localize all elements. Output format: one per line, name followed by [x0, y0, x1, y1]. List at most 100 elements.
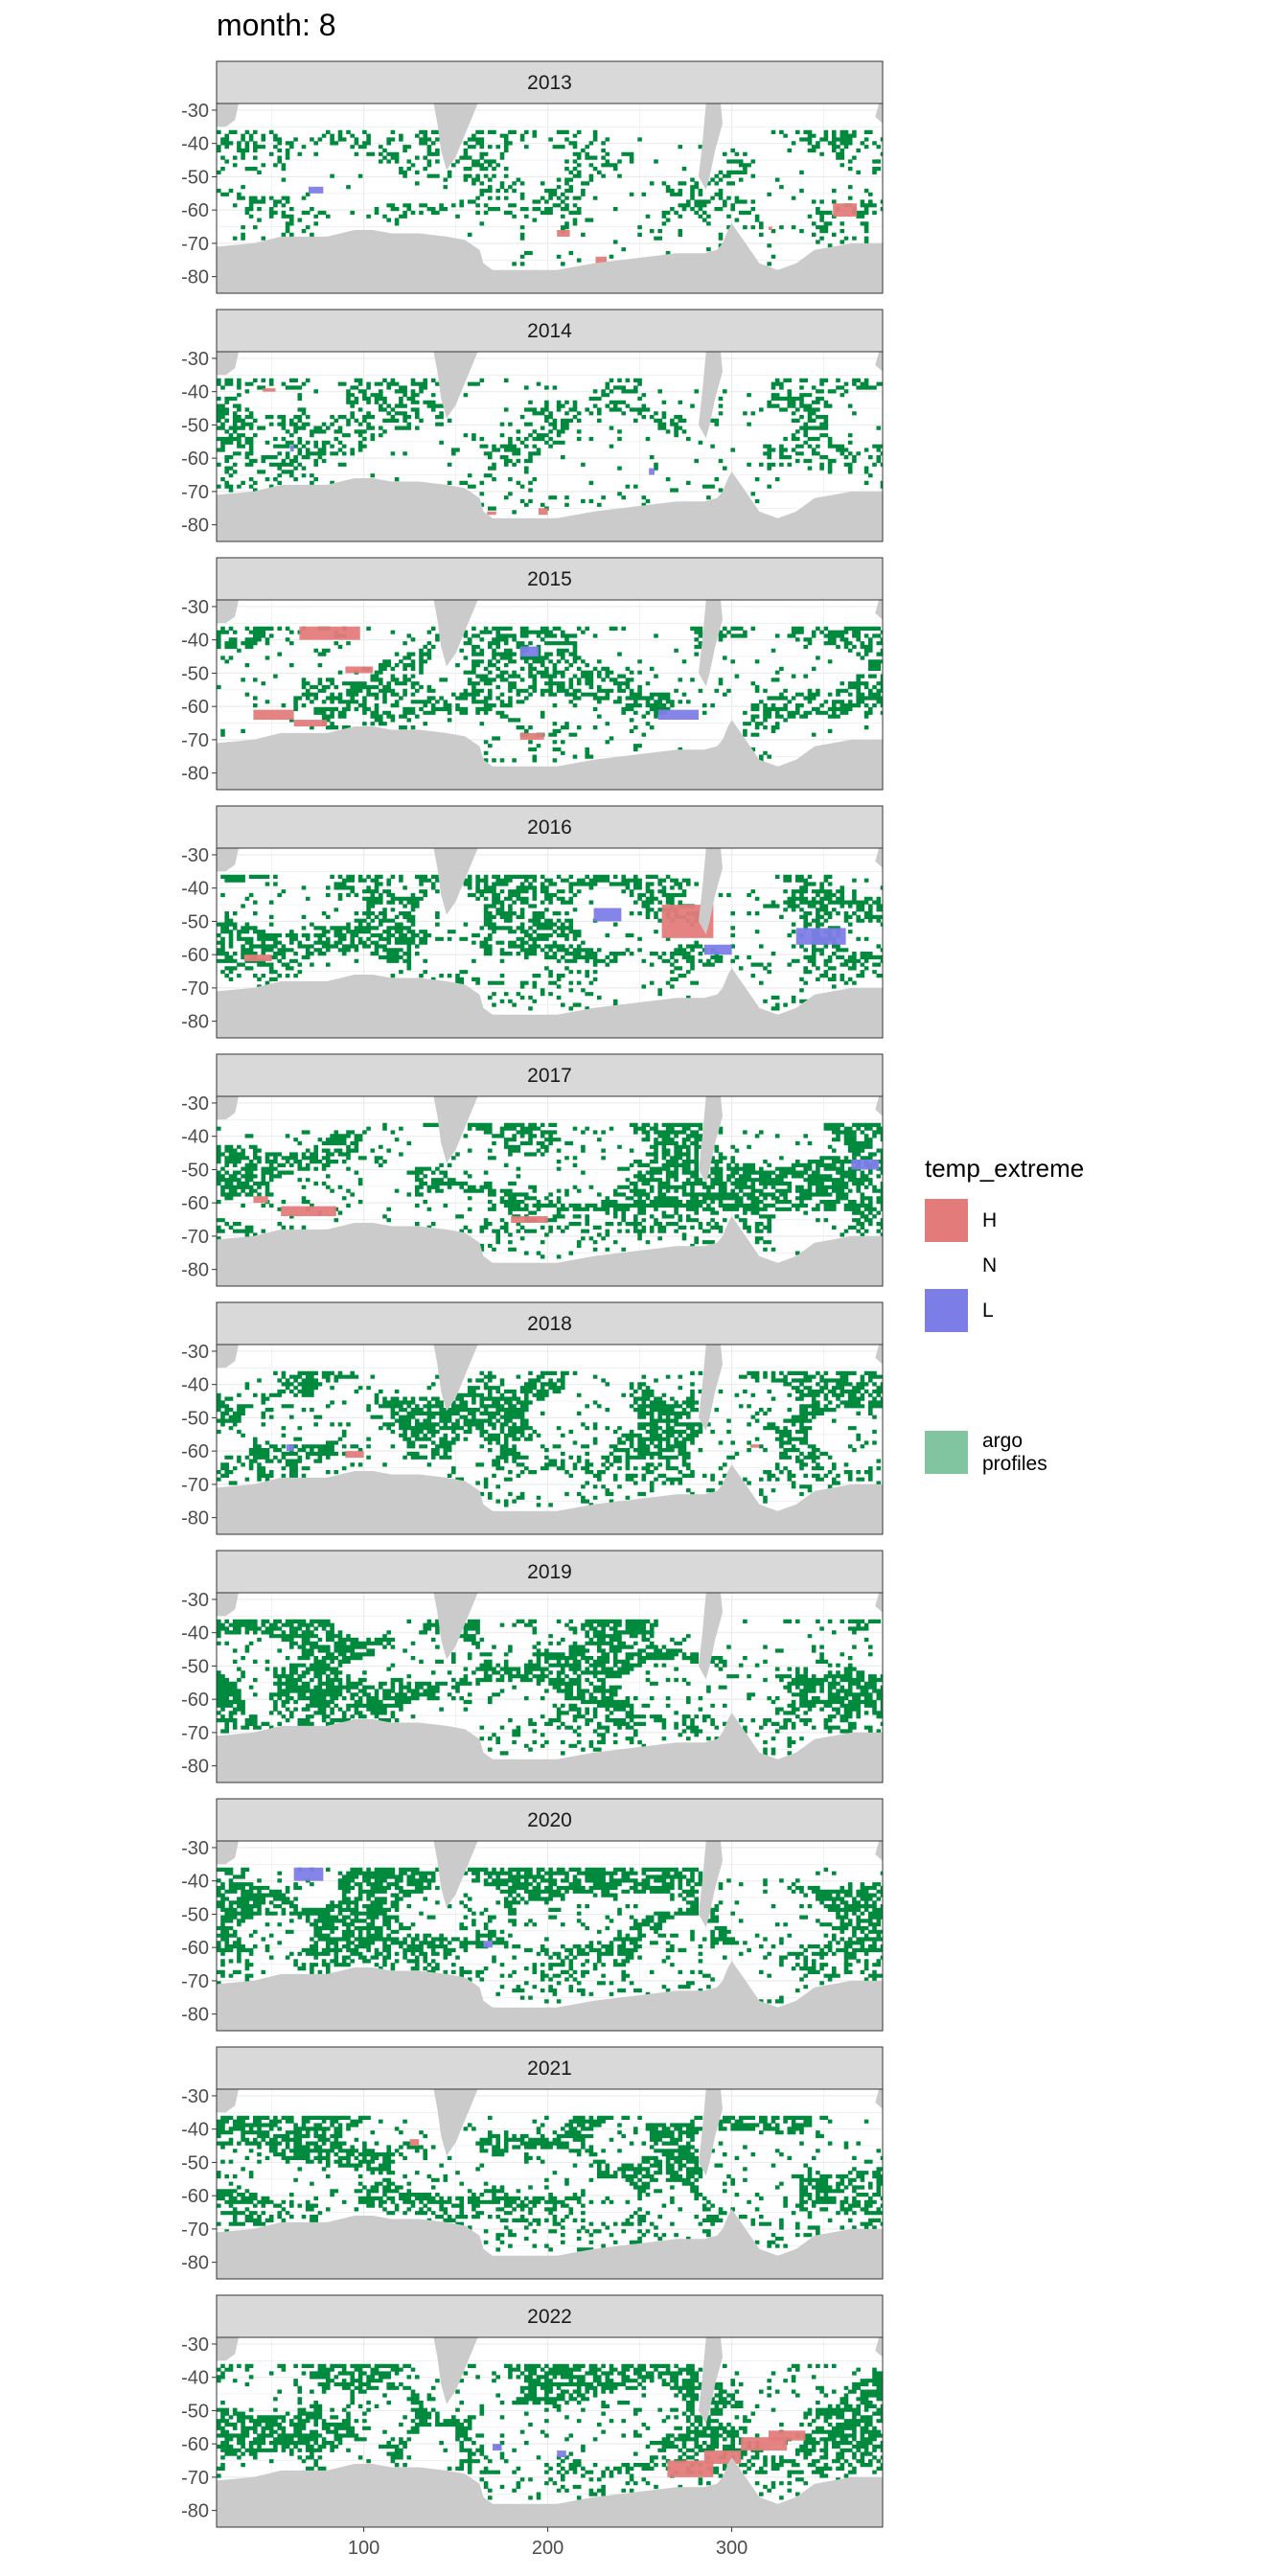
extreme-low-patch: [289, 445, 294, 452]
facet-2020: 2020 -30 -40 -50 -60 -70 -80: [181, 1798, 884, 2032]
panel-content: [217, 104, 883, 293]
land-antarctica: [217, 720, 883, 790]
panel-border: [216, 103, 884, 294]
land-new-zealand: [433, 352, 478, 419]
facet-strip: [216, 1798, 884, 1842]
y-tick-label: -80: [181, 764, 209, 785]
facet-2021: 2021 -30 -40 -50 -60 -70 -80: [181, 2046, 884, 2280]
facet-2016: 2016 -30 -40 -50 -60 -70 -80: [181, 805, 884, 1039]
y-tick-label: -60: [181, 200, 209, 221]
extreme-high-patch: [557, 230, 570, 237]
land-africa: [217, 848, 239, 872]
y-tick-label: -50: [181, 663, 209, 684]
page-title: month: 8: [217, 8, 336, 42]
facet-strip-label: 2013: [527, 72, 572, 94]
x-tick-label: 100: [348, 2538, 380, 2559]
y-tick-label: -80: [181, 516, 209, 537]
y-tick-label: -60: [181, 448, 209, 470]
y-tick-label: -60: [181, 1690, 209, 1711]
facet-strip: [216, 309, 884, 353]
land-antarctica: [217, 2457, 883, 2527]
y-tick-label: -60: [181, 2186, 209, 2207]
y-tick-label: -30: [181, 1342, 209, 1363]
extreme-high-patch: [253, 1196, 268, 1204]
argo-profile-cells: [217, 2363, 883, 2500]
extreme-high-patch: [519, 732, 544, 740]
land-south-america: [699, 1096, 723, 1184]
y-tick-label: -60: [181, 2434, 209, 2455]
facet-2022: 2022 -30 -40 -50 -60 -70 -80 100 200 300: [181, 2294, 884, 2559]
y-tick-label: -70: [181, 2468, 209, 2489]
extreme-high-patch: [299, 626, 360, 640]
land-south-america: [699, 2089, 723, 2176]
land-new-zealand: [433, 2089, 478, 2156]
land-africa: [217, 1096, 239, 1120]
facet-strip-label: 2016: [527, 816, 572, 839]
y-tick-label: -70: [181, 2220, 209, 2241]
extreme-low-patch: [795, 928, 846, 945]
y-tick-label: -40: [181, 631, 209, 652]
panel-border: [216, 599, 884, 791]
land-new-zealand: [433, 1593, 478, 1660]
y-tick-label: -80: [181, 2253, 209, 2274]
land-south-america: [699, 848, 723, 935]
land-australia: [875, 1096, 883, 1116]
facet-2013: 2013 -30 -40 -50 -60 -70 -80: [181, 60, 884, 294]
y-tick-label: -30: [181, 2334, 209, 2356]
panel-content: [217, 2089, 883, 2279]
land-australia: [875, 600, 883, 620]
extreme-low-patch: [483, 1941, 493, 1948]
facet-strip-label: 2020: [527, 1809, 572, 1831]
y-tick-label: -80: [181, 2005, 209, 2026]
facet-strip-label: 2021: [527, 2058, 572, 2080]
extreme-high-patch: [833, 203, 858, 218]
legend-label-argo: argo: [982, 1430, 1024, 1452]
y-tick-label: -80: [181, 1508, 209, 1530]
land-new-zealand: [433, 104, 478, 171]
extreme-low-patch: [519, 646, 539, 657]
x-tick-label: 200: [532, 2538, 564, 2559]
land-antarctica: [217, 1713, 883, 1782]
argo-profile-cells: [217, 874, 883, 1011]
land-antarctica: [217, 2209, 883, 2279]
extreme-high-patch: [749, 1444, 760, 1448]
land-south-america: [699, 1593, 723, 1680]
legend-label-profiles: profiles: [982, 1453, 1047, 1475]
land-south-america: [699, 104, 723, 191]
y-tick-label: -60: [181, 945, 209, 966]
panel-border: [216, 1592, 884, 1783]
land-australia: [875, 2089, 883, 2109]
y-tick-label: -40: [181, 134, 209, 155]
land-antarctica: [217, 968, 883, 1038]
panel-content: [217, 1345, 883, 1534]
y-tick-label: -50: [181, 1656, 209, 1677]
argo-profile-cells: [217, 2115, 883, 2252]
land-australia: [875, 352, 883, 372]
y-tick-label: -40: [181, 2120, 209, 2141]
land-antarctica: [217, 1961, 883, 2031]
land-australia: [875, 1593, 883, 1613]
y-tick-label: -40: [181, 382, 209, 403]
facet-strip: [216, 2046, 884, 2090]
extreme-high-patch: [293, 720, 328, 726]
panel-content: [217, 600, 883, 790]
extreme-low-patch: [703, 944, 732, 955]
extreme-high-patch: [768, 2430, 806, 2441]
land-antarctica: [217, 472, 883, 541]
extreme-high-patch: [538, 508, 548, 516]
argo-profile-cells: [217, 1122, 883, 1259]
land-australia: [875, 848, 883, 868]
y-tick-label: -40: [181, 1623, 209, 1644]
y-tick-label: -70: [181, 1475, 209, 1496]
panel-content: [217, 2337, 883, 2527]
extreme-low-patch: [308, 186, 324, 194]
y-tick-label: -40: [181, 2368, 209, 2389]
land-africa: [217, 1841, 239, 1865]
panel-content: [217, 1841, 883, 2031]
y-tick-label: -40: [181, 1872, 209, 1893]
facet-2014: 2014 -30 -40 -50 -60 -70 -80: [181, 309, 884, 542]
land-new-zealand: [433, 1841, 478, 1908]
y-tick-label: -30: [181, 101, 209, 122]
facet-strip-label: 2018: [527, 1313, 572, 1335]
extreme-high-patch: [262, 388, 276, 392]
